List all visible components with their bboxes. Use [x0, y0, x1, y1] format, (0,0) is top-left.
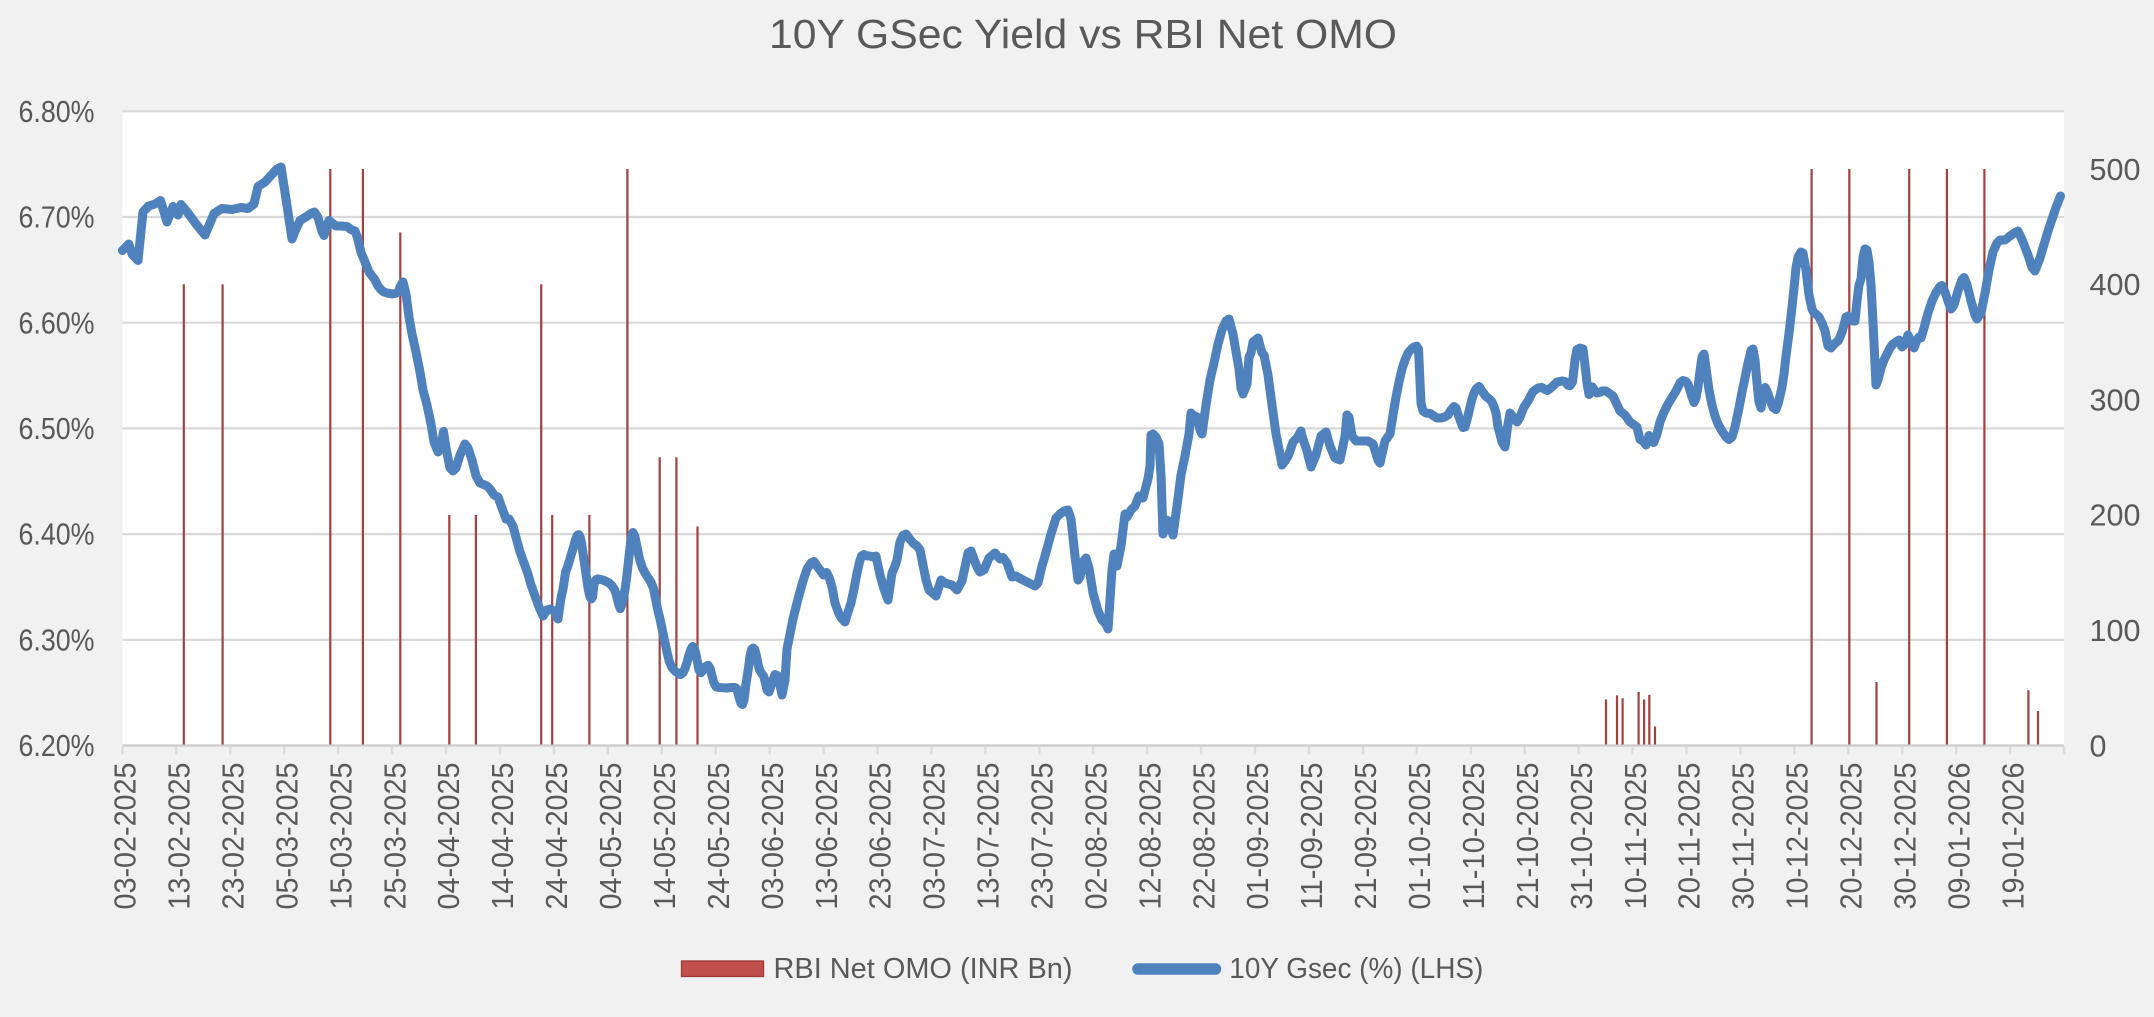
svg-text:03-02-2025: 03-02-2025 — [109, 763, 143, 910]
svg-text:6.20%: 6.20% — [19, 729, 95, 763]
svg-text:11-09-2025: 11-09-2025 — [1295, 763, 1329, 910]
svg-text:10-11-2025: 10-11-2025 — [1619, 763, 1653, 910]
svg-text:11-10-2025: 11-10-2025 — [1457, 763, 1491, 910]
svg-text:6.70%: 6.70% — [19, 201, 95, 235]
svg-text:10Y Gsec (%) (LHS): 10Y Gsec (%) (LHS) — [1229, 953, 1483, 985]
svg-text:100: 100 — [2090, 614, 2141, 648]
svg-text:03-06-2025: 03-06-2025 — [756, 763, 790, 910]
svg-text:03-07-2025: 03-07-2025 — [918, 763, 952, 910]
svg-text:22-08-2025: 22-08-2025 — [1187, 763, 1221, 910]
svg-text:04-05-2025: 04-05-2025 — [594, 763, 628, 910]
svg-text:200: 200 — [2090, 499, 2141, 533]
svg-text:15-03-2025: 15-03-2025 — [324, 763, 358, 910]
svg-text:13-07-2025: 13-07-2025 — [972, 763, 1006, 910]
svg-text:19-01-2026: 19-01-2026 — [1996, 763, 2030, 910]
svg-text:400: 400 — [2090, 268, 2141, 302]
svg-text:25-03-2025: 25-03-2025 — [378, 763, 412, 910]
svg-text:RBI Net OMO (INR Bn): RBI Net OMO (INR Bn) — [774, 953, 1073, 985]
svg-text:30-11-2025: 30-11-2025 — [1727, 763, 1761, 910]
svg-text:23-02-2025: 23-02-2025 — [217, 763, 251, 910]
svg-text:13-02-2025: 13-02-2025 — [163, 763, 197, 910]
svg-text:13-06-2025: 13-06-2025 — [810, 763, 844, 910]
svg-text:30-12-2025: 30-12-2025 — [1889, 763, 1923, 910]
svg-text:09-01-2026: 09-01-2026 — [1942, 763, 1976, 910]
svg-text:12-08-2025: 12-08-2025 — [1133, 763, 1167, 910]
svg-text:10Y GSec Yield vs RBI Net OMO: 10Y GSec Yield vs RBI Net OMO — [769, 11, 1397, 57]
svg-text:24-04-2025: 24-04-2025 — [540, 763, 574, 910]
svg-text:24-05-2025: 24-05-2025 — [702, 763, 736, 910]
svg-text:01-09-2025: 01-09-2025 — [1241, 763, 1275, 910]
svg-text:31-10-2025: 31-10-2025 — [1565, 763, 1599, 910]
svg-text:05-03-2025: 05-03-2025 — [270, 763, 304, 910]
svg-text:20-12-2025: 20-12-2025 — [1835, 763, 1869, 910]
svg-text:23-07-2025: 23-07-2025 — [1026, 763, 1060, 910]
svg-text:6.30%: 6.30% — [19, 623, 95, 657]
svg-text:6.40%: 6.40% — [19, 518, 95, 552]
svg-text:6.60%: 6.60% — [19, 306, 95, 340]
svg-text:02-08-2025: 02-08-2025 — [1079, 763, 1113, 910]
svg-text:20-11-2025: 20-11-2025 — [1673, 763, 1707, 910]
svg-text:04-04-2025: 04-04-2025 — [432, 763, 466, 910]
svg-text:500: 500 — [2090, 153, 2141, 187]
svg-text:300: 300 — [2090, 383, 2141, 417]
svg-text:21-10-2025: 21-10-2025 — [1511, 763, 1545, 910]
svg-text:0: 0 — [2090, 729, 2107, 763]
svg-text:6.50%: 6.50% — [19, 412, 95, 446]
svg-text:10-12-2025: 10-12-2025 — [1781, 763, 1815, 910]
svg-text:23-06-2025: 23-06-2025 — [864, 763, 898, 910]
svg-text:14-05-2025: 14-05-2025 — [648, 763, 682, 910]
svg-text:6.80%: 6.80% — [19, 95, 95, 129]
svg-text:21-09-2025: 21-09-2025 — [1349, 763, 1383, 910]
svg-text:14-04-2025: 14-04-2025 — [486, 763, 520, 910]
svg-text:01-10-2025: 01-10-2025 — [1403, 763, 1437, 910]
